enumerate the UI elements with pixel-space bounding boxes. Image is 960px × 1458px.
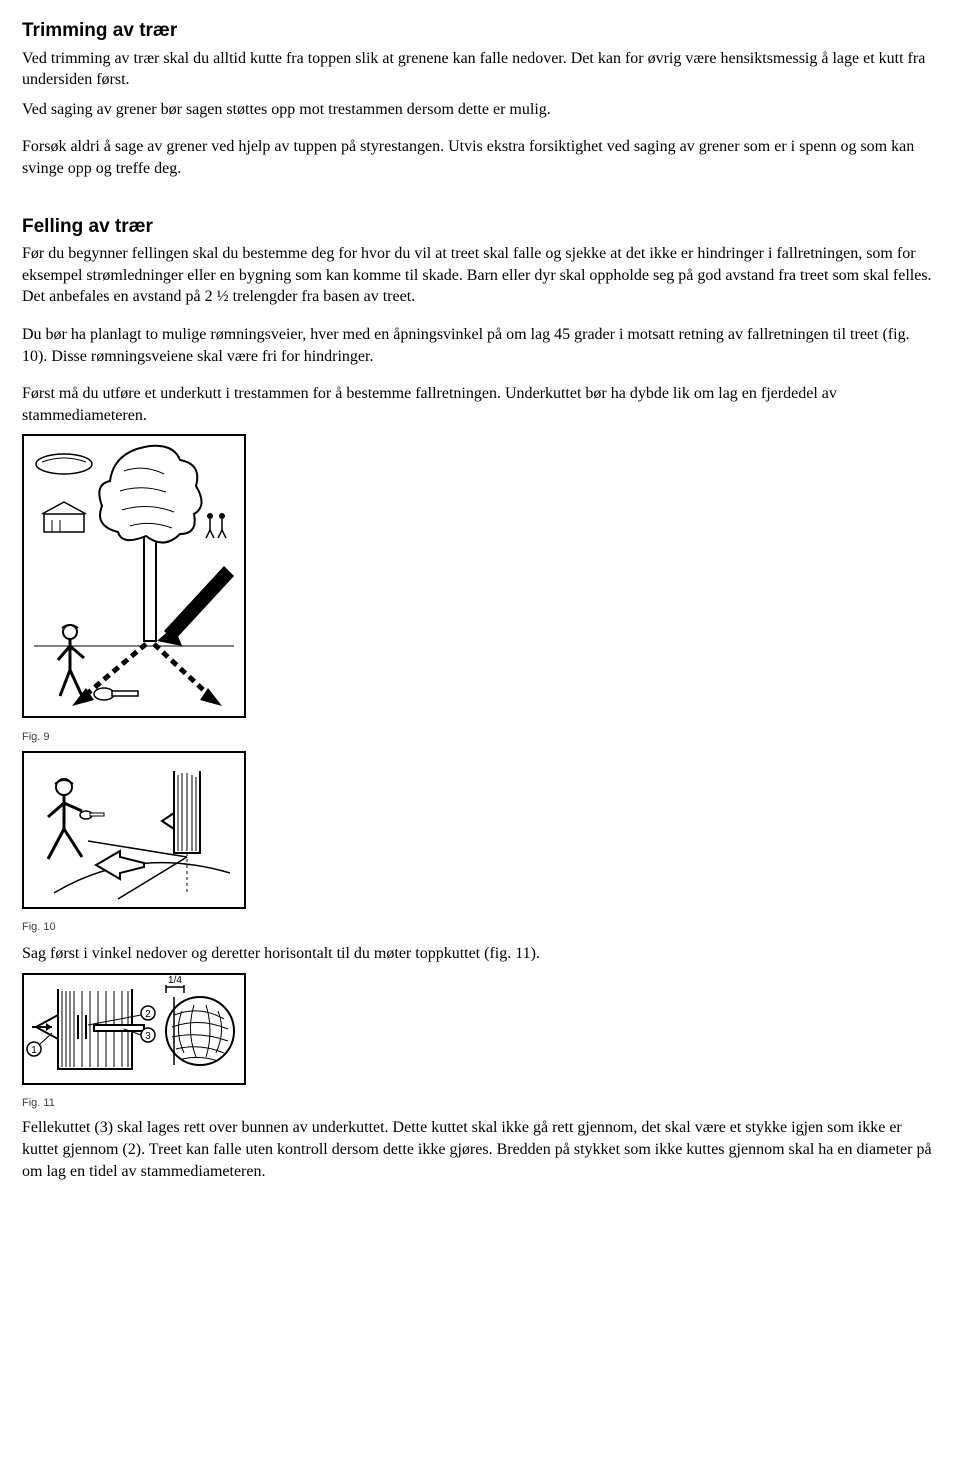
figure-10: Fig. 10 bbox=[22, 751, 938, 935]
figure-stack: Fig. 9 bbox=[22, 434, 938, 935]
figure-11-illustration: 2 3 1 1/4 bbox=[24, 975, 244, 1083]
figure-9: Fig. 9 bbox=[22, 434, 938, 744]
felling-p4: Sag først i vinkel nedover og deretter h… bbox=[22, 943, 938, 965]
figure-9-frame bbox=[22, 434, 246, 718]
figure-11-label-2: 2 bbox=[145, 1009, 151, 1020]
felling-p2: Du bør ha planlagt to mulige rømningsvei… bbox=[22, 324, 938, 367]
figure-10-caption: Fig. 10 bbox=[22, 920, 938, 935]
figure-9-illustration bbox=[24, 436, 244, 716]
trimming-p2: Ved saging av grener bør sagen støttes o… bbox=[22, 99, 938, 121]
trimming-p1: Ved trimming av trær skal du alltid kutt… bbox=[22, 48, 938, 91]
figure-9-caption: Fig. 9 bbox=[22, 730, 938, 745]
figure-11-label-3: 3 bbox=[145, 1031, 151, 1042]
heading-trimming: Trimming av trær bbox=[22, 18, 938, 44]
heading-felling: Felling av trær bbox=[22, 214, 938, 240]
figure-11-caption: Fig. 11 bbox=[22, 1096, 938, 1111]
figure-11-frame: 2 3 1 1/4 bbox=[22, 973, 246, 1085]
felling-p1: Før du begynner fellingen skal du bestem… bbox=[22, 243, 938, 308]
felling-p3: Først må du utføre et underkutt i tresta… bbox=[22, 383, 938, 426]
figure-10-illustration bbox=[24, 753, 244, 907]
figure-11: 2 3 1 1/4 Fig. 11 bbox=[22, 973, 938, 1111]
figure-11-label-quarter: 1/4 bbox=[168, 975, 182, 986]
trimming-p3: Forsøk aldri å sage av grener ved hjelp … bbox=[22, 136, 938, 179]
felling-p5: Fellekuttet (3) skal lages rett over bun… bbox=[22, 1117, 938, 1182]
figure-10-frame bbox=[22, 751, 246, 909]
figure-11-label-1: 1 bbox=[31, 1045, 37, 1056]
